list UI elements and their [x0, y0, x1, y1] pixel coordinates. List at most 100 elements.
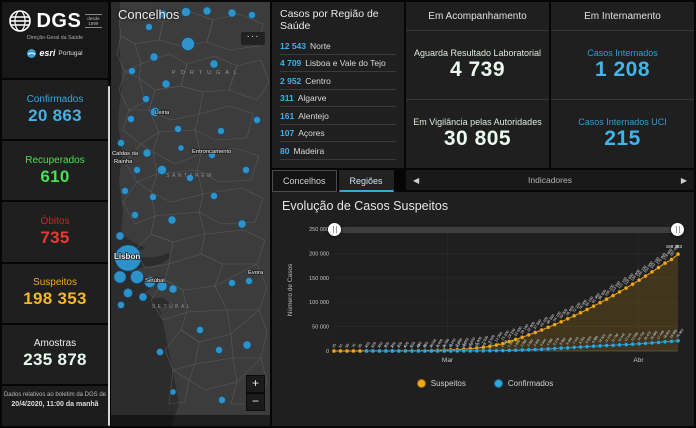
svg-text:13 956: 13 956	[630, 331, 639, 341]
footer-date: 20/4/2020, 11:00 da manhã	[11, 401, 99, 408]
svg-text:19 200: 19 200	[507, 328, 517, 339]
chart: 0 50 000 100 000 150 000 200 000 250 000 Mar Ab…	[282, 219, 688, 377]
svg-text:7 500: 7 500	[481, 335, 489, 345]
map-bubble[interactable]	[169, 388, 177, 396]
map-bubble[interactable]	[181, 37, 195, 51]
map-bubble[interactable]	[158, 9, 168, 19]
svg-text:32 900: 32 900	[526, 321, 536, 332]
region-row[interactable]: 107 Açores	[280, 125, 396, 142]
map-options-ellipsis-icon[interactable]: ···	[241, 32, 265, 45]
map-bubble[interactable]	[245, 277, 253, 285]
indicator-stat: Casos Internados UCI 215	[551, 99, 694, 168]
region-row[interactable]: 2 952 Centro	[280, 72, 396, 90]
tab-regioes[interactable]: Regiões	[338, 170, 394, 192]
map-bubble[interactable]	[114, 244, 142, 272]
map-bubble[interactable]	[202, 6, 212, 16]
svg-text:1 600: 1 600	[513, 339, 521, 348]
brand-since: desde 1899	[85, 13, 102, 29]
svg-text:Caldas da: Caldas da	[112, 151, 139, 157]
map-bubble[interactable]	[228, 279, 236, 287]
map-panel[interactable]: PORTUGALSANTARÉMSETÚBALLeiriaEntroncamen…	[111, 2, 270, 426]
svg-text:18 841: 18 841	[663, 329, 672, 339]
map-bubble[interactable]	[156, 348, 164, 356]
map-bubble[interactable]	[117, 301, 125, 309]
map-bubble[interactable]	[210, 192, 218, 200]
region-row[interactable]: 4 709 Lisboa e Vale do Tejo	[280, 55, 396, 72]
region-row[interactable]: 80 Madeira	[280, 142, 396, 160]
sidebar-stats: Confirmados 20 863 Recuperados 610 Óbito…	[2, 80, 108, 385]
map-bubble[interactable]	[115, 231, 125, 241]
map-bubble[interactable]	[168, 284, 178, 294]
pager-next-icon[interactable]: ▶	[680, 175, 687, 185]
map-bubble[interactable]	[253, 116, 261, 124]
map-bubble[interactable]	[208, 151, 216, 159]
map-bubble[interactable]	[181, 7, 191, 17]
map-bubble[interactable]	[248, 11, 256, 19]
map-bubble[interactable]	[128, 67, 136, 75]
map-bubble[interactable]	[113, 270, 127, 284]
map-bubble[interactable]	[196, 326, 204, 334]
tab-concelhos[interactable]: Concelhos	[272, 170, 337, 192]
svg-text:Número de Casos: Número de Casos	[287, 263, 294, 316]
pager-label: Indicadores	[528, 175, 572, 185]
region-row[interactable]: 161 Alentejo	[280, 107, 396, 125]
map-bubble[interactable]	[215, 346, 223, 354]
map-bubble[interactable]	[174, 125, 182, 133]
map-bubble[interactable]	[156, 280, 168, 292]
svg-text:121 100: 121 100	[617, 277, 628, 290]
map-bubble[interactable]	[142, 148, 152, 158]
map-bubble[interactable]	[177, 144, 185, 152]
svg-text:2: 2	[364, 345, 368, 349]
pager-prev-icon[interactable]: ◀	[413, 175, 420, 185]
map-bubble[interactable]	[138, 292, 148, 302]
map-bubble[interactable]	[237, 219, 247, 229]
region-row[interactable]: 12 543 Norte	[280, 37, 396, 55]
svg-text:Évora: Évora	[248, 269, 264, 276]
map-bubble[interactable]	[217, 127, 225, 135]
svg-text:245: 245	[468, 342, 474, 349]
legend-item-suspeitos[interactable]: Suspeitos	[416, 379, 466, 388]
map-bubble[interactable]	[242, 166, 250, 174]
logo-panel: DGS desde 1899 Direção-Geral da Saúde es…	[2, 2, 108, 78]
svg-text:170 900: 170 900	[656, 252, 667, 265]
map-bubble[interactable]	[127, 115, 135, 123]
map-bubble[interactable]	[227, 8, 237, 18]
svg-text:11 278: 11 278	[604, 333, 613, 343]
map-bubble[interactable]	[144, 276, 156, 288]
legend-item-confirmados[interactable]: Confirmados	[493, 379, 553, 388]
map-bubble[interactable]	[130, 270, 144, 284]
map-bubble[interactable]	[123, 288, 133, 298]
map-bubble[interactable]	[131, 211, 139, 219]
region-row[interactable]: 311 Algarve	[280, 90, 396, 107]
svg-text:136 900: 136 900	[630, 269, 641, 282]
map-bubble[interactable]	[117, 139, 125, 147]
map-canvas[interactable]: PORTUGALSANTARÉMSETÚBALLeiriaEntroncamen…	[111, 2, 270, 426]
zoom-in-button[interactable]: +	[246, 375, 265, 393]
slider-handle-end[interactable]	[671, 223, 684, 236]
map-bubble[interactable]	[161, 79, 171, 89]
slider-handle-start[interactable]	[328, 223, 341, 236]
map-bubble[interactable]	[121, 187, 129, 195]
sidebar-scrollbar[interactable]	[108, 86, 110, 426]
svg-text:205: 205	[383, 341, 390, 348]
map-bubble[interactable]	[149, 193, 157, 201]
svg-text:2 880: 2 880	[455, 338, 463, 348]
map-bubble[interactable]	[167, 215, 177, 225]
svg-text:200 000: 200 000	[309, 251, 329, 257]
map-bubble[interactable]	[149, 52, 159, 62]
map-bubble[interactable]	[133, 166, 141, 174]
map-bubble[interactable]	[145, 23, 153, 31]
svg-text:0: 0	[326, 349, 329, 355]
slider-track[interactable]	[334, 227, 678, 233]
svg-text:103: 103	[364, 341, 371, 348]
map-bubble[interactable]	[242, 340, 252, 350]
zoom-out-button[interactable]: −	[246, 393, 265, 411]
map-bubble[interactable]	[150, 107, 160, 117]
map-bubble[interactable]	[218, 396, 226, 404]
svg-text:30: 30	[429, 343, 434, 348]
map-bubble[interactable]	[142, 95, 150, 103]
map-bubble[interactable]	[186, 174, 194, 182]
svg-text:128: 128	[370, 341, 377, 348]
map-bubble[interactable]	[157, 165, 167, 175]
map-bubble[interactable]	[209, 59, 219, 69]
